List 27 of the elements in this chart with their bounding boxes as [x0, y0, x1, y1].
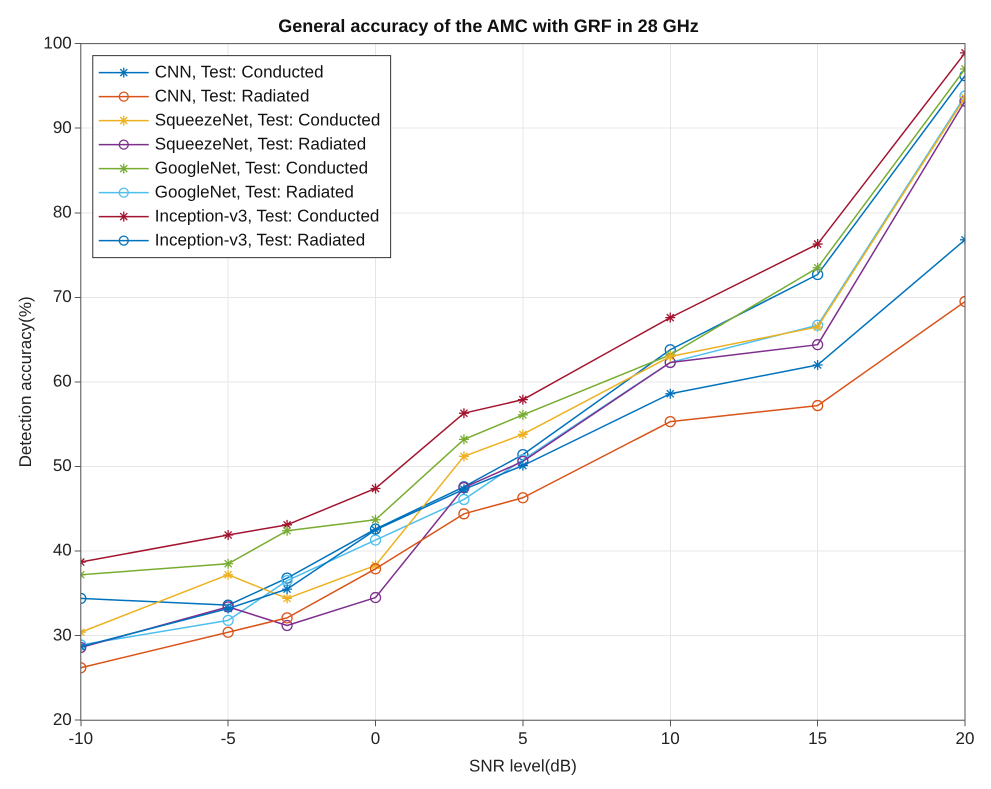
legend-label: SqueezeNet, Test: Conducted	[154, 110, 380, 130]
x-axis-title: SNR level(dB)	[469, 756, 577, 776]
y-tick-label: 40	[52, 540, 72, 560]
chart-title: General accuracy of the AMC with GRF in 28 GHz	[278, 16, 699, 36]
legend-label: Inception-v3, Test: Conducted	[154, 206, 380, 226]
x-tick-label: 0	[370, 729, 380, 748]
legend-label: GoogleNet, Test: Conducted	[154, 158, 368, 178]
legend-label: SqueezeNet, Test: Radiated	[154, 134, 366, 154]
y-tick-label: 80	[52, 202, 72, 222]
legend-label: GoogleNet, Test: Radiated	[154, 182, 354, 202]
legend-label: CNN, Test: Radiated	[154, 86, 310, 106]
y-tick-label: 50	[52, 456, 72, 476]
y-axis-title: Detection accuracy(%)	[16, 296, 35, 468]
y-tick-label: 20	[52, 710, 72, 729]
legend-label: Inception-v3, Test: Radiated	[154, 230, 366, 250]
y-tick-label: 100	[43, 33, 72, 52]
y-tick-label: 90	[52, 118, 72, 137]
legend-label: CNN, Test: Conducted	[154, 62, 324, 82]
y-tick-label: 30	[52, 625, 72, 644]
x-tick-label: 5	[518, 729, 528, 748]
x-tick-label: -10	[68, 729, 94, 748]
x-tick-label: -5	[220, 729, 236, 748]
y-tick-label: 60	[52, 372, 72, 391]
x-tick-label: 15	[808, 729, 828, 748]
x-tick-label: 10	[660, 729, 680, 748]
x-tick-label: 20	[956, 729, 974, 748]
y-tick-label: 70	[52, 287, 72, 306]
